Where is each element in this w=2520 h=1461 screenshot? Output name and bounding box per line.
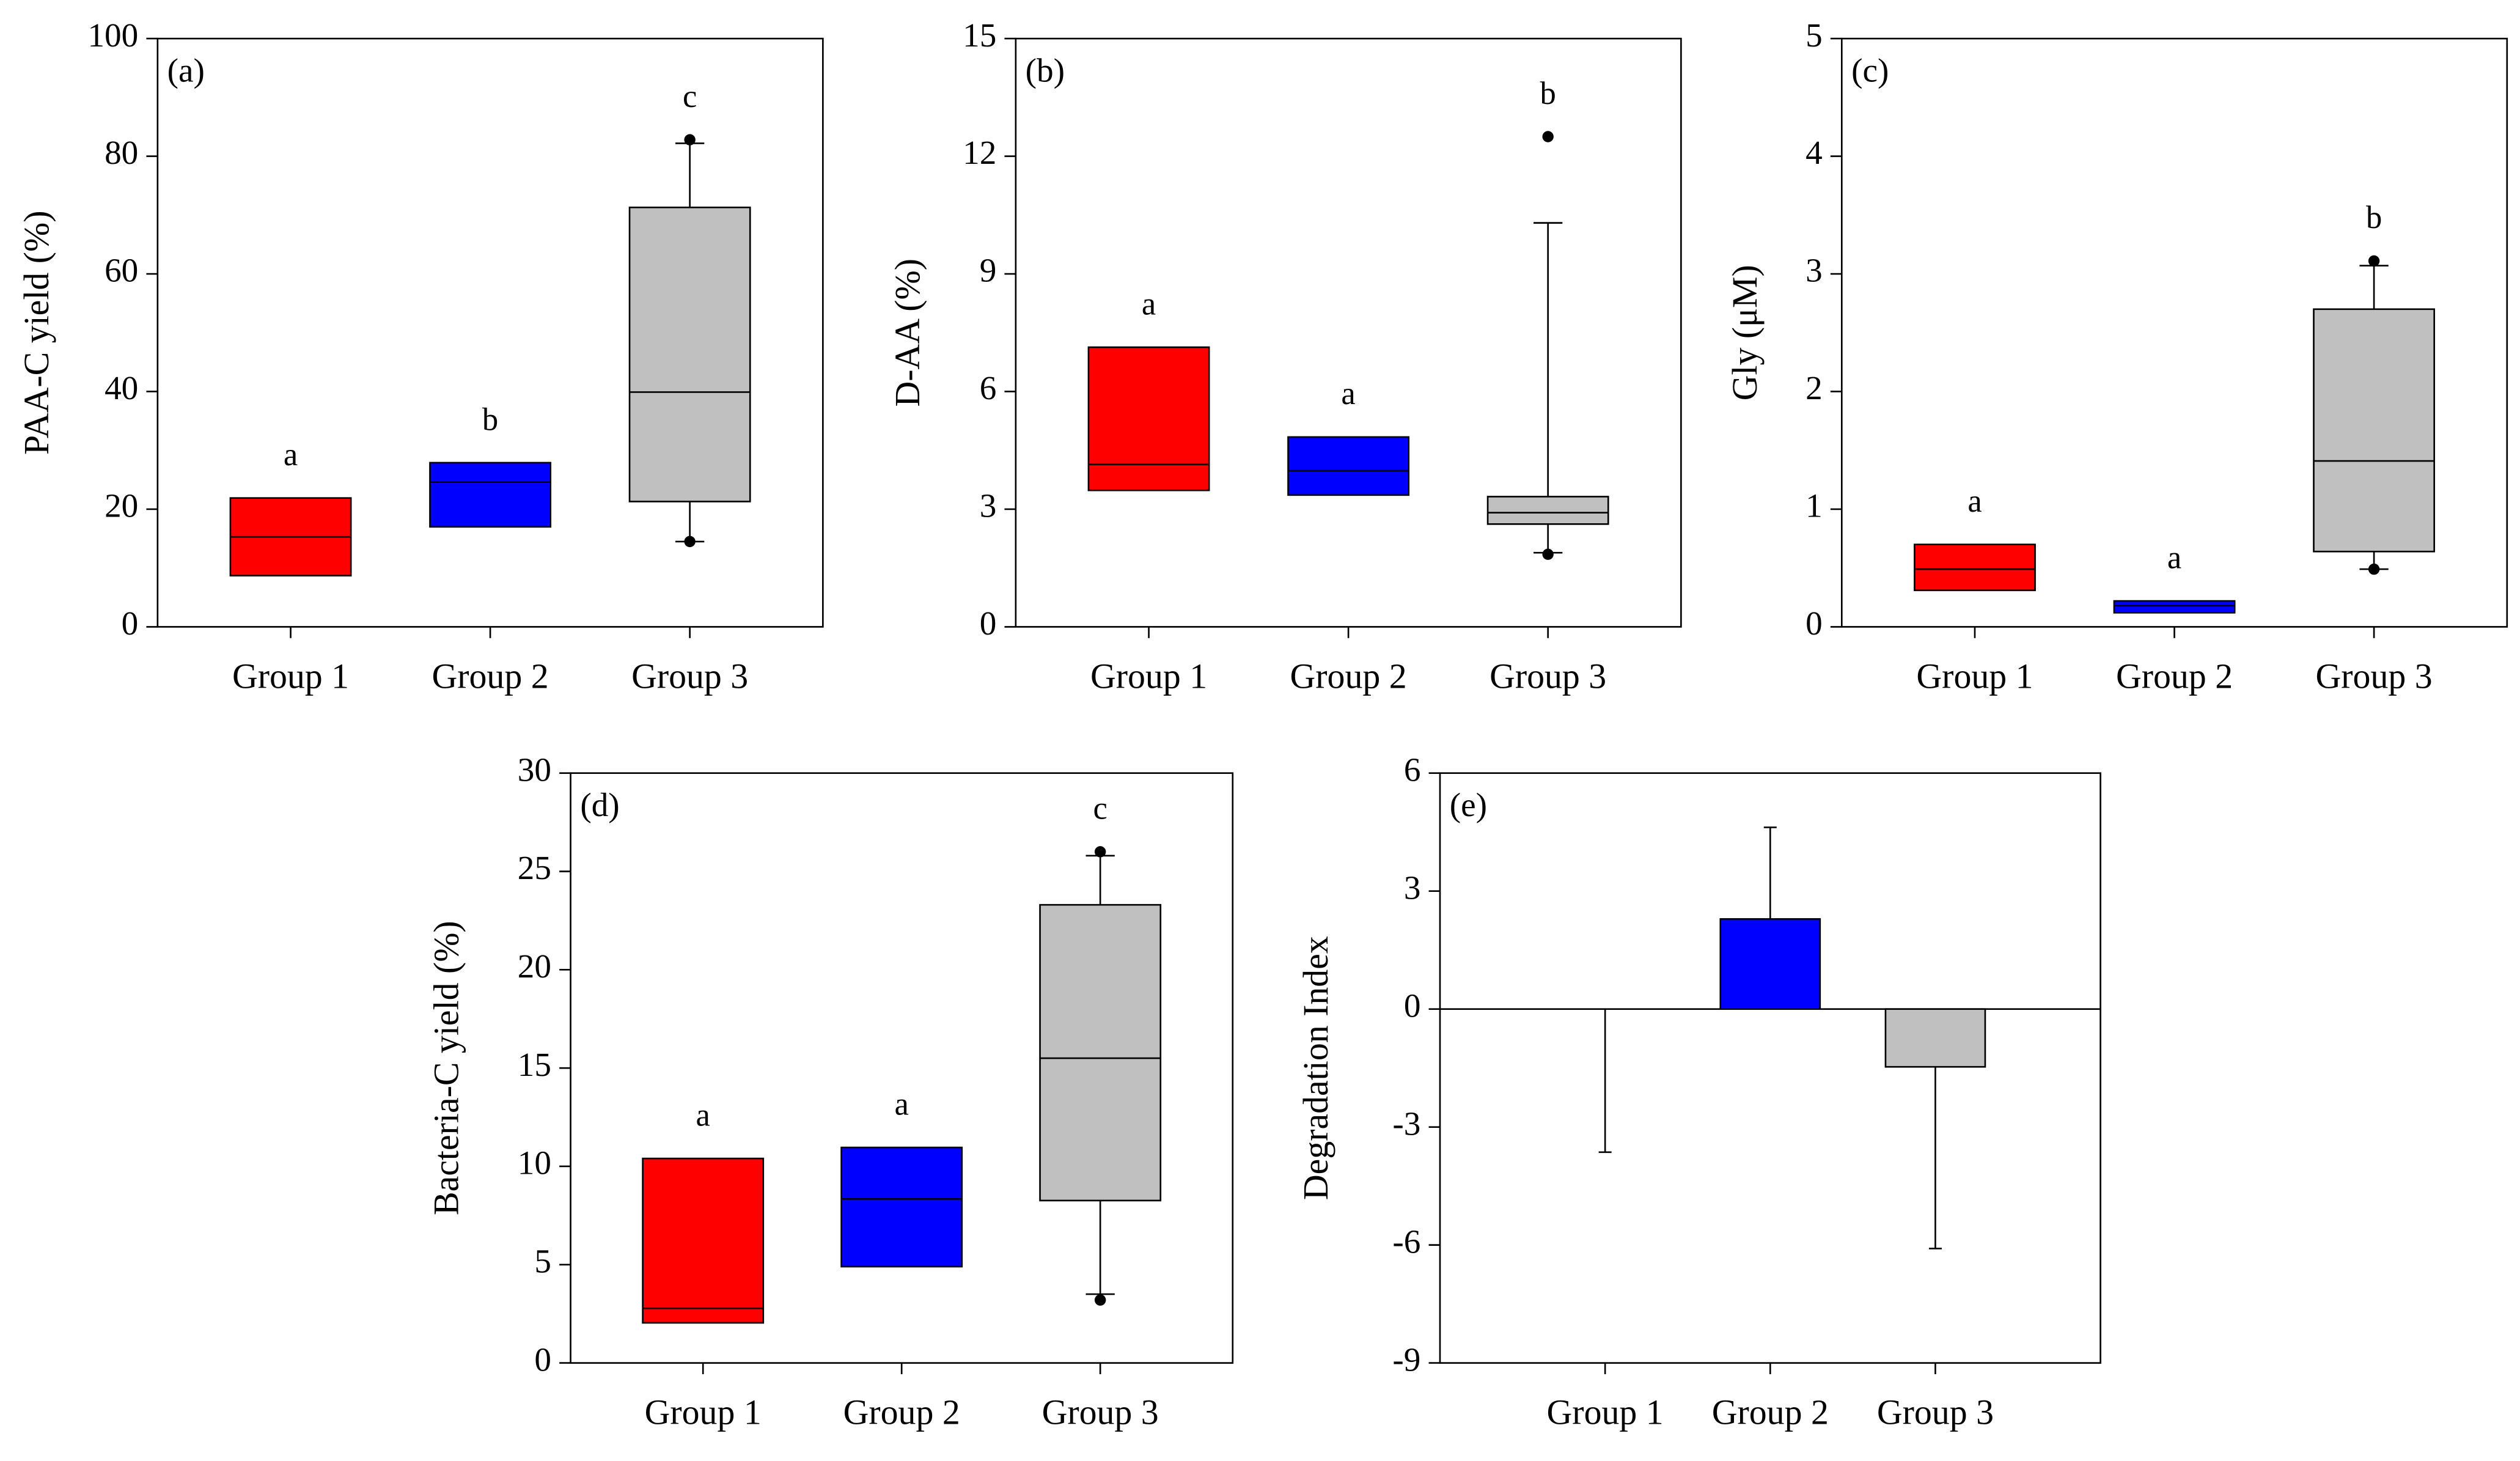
y-tick-label: 20 bbox=[518, 948, 551, 985]
y-tick-label: 20 bbox=[105, 487, 138, 524]
y-axis-label: D-AA (%) bbox=[887, 259, 927, 407]
box bbox=[2313, 308, 2436, 553]
y-tick-label: 30 bbox=[518, 751, 551, 788]
box bbox=[840, 1146, 963, 1268]
outlier bbox=[684, 134, 696, 145]
outlier bbox=[1542, 131, 1554, 142]
outlier bbox=[684, 535, 696, 548]
bar bbox=[1719, 918, 1821, 1010]
panel-label: (b) bbox=[1026, 52, 1065, 89]
y-tick-label: 40 bbox=[105, 369, 138, 407]
y-tick-label: -3 bbox=[1392, 1105, 1420, 1142]
y-axis-label: Bacteria-C yield (%) bbox=[427, 921, 466, 1215]
x-tick-label: Group 3 bbox=[1490, 656, 1606, 696]
y-tick-label: 12 bbox=[963, 134, 996, 171]
outlier bbox=[1542, 548, 1554, 560]
y-tick-label: 25 bbox=[518, 849, 551, 886]
x-tick-label: Group 3 bbox=[631, 656, 748, 696]
group-letter: a bbox=[2167, 540, 2181, 575]
x-tick-label: Group 1 bbox=[1547, 1393, 1664, 1432]
y-tick-label: 5 bbox=[1806, 17, 1823, 54]
box bbox=[1486, 496, 1609, 525]
group-letter: a bbox=[1967, 484, 1982, 519]
box bbox=[628, 206, 751, 502]
y-tick-label: 0 bbox=[1806, 605, 1823, 642]
panel: (b) D-AA (%) 0 3 6 9 12 15 Group 1 Group 2 Group 3… bbox=[887, 17, 1682, 696]
group-letter: a bbox=[696, 1097, 710, 1133]
y-tick-label: 0 bbox=[980, 605, 997, 642]
box bbox=[1039, 903, 1162, 1202]
y-axis-label: Degradation Index bbox=[1296, 936, 1335, 1200]
group-letter: b bbox=[1540, 76, 1556, 111]
y-tick-label: 60 bbox=[105, 252, 138, 289]
y-tick-label: 15 bbox=[518, 1046, 551, 1083]
y-tick-label: 3 bbox=[980, 487, 997, 524]
group-letter: a bbox=[1142, 286, 1156, 322]
y-tick-label: 5 bbox=[534, 1242, 551, 1279]
y-tick-label: 15 bbox=[963, 17, 996, 54]
box bbox=[2113, 600, 2236, 614]
plot-frame bbox=[1015, 37, 1682, 628]
panel-label: (e) bbox=[1450, 786, 1487, 823]
x-tick-label: Group 2 bbox=[1712, 1393, 1829, 1432]
x-tick-label: Group 1 bbox=[232, 656, 349, 696]
y-tick-label: 1 bbox=[1806, 487, 1823, 524]
y-tick-label: 0 bbox=[1404, 987, 1421, 1024]
y-tick-label: 10 bbox=[518, 1144, 551, 1182]
panel-label: (c) bbox=[1851, 52, 1889, 89]
panel: (a) PAA-C yield (%) 0 20 40 60 80 100 Group 1 Gro… bbox=[17, 17, 824, 696]
group-letter: a bbox=[895, 1086, 909, 1122]
panel: (d) Bacteria-C yield (%) 0 5 10 15 20 25 30 Group… bbox=[427, 751, 1234, 1432]
x-tick-label: Group 1 bbox=[1090, 656, 1207, 696]
panel-label: (d) bbox=[580, 786, 619, 823]
y-tick-label: 6 bbox=[1404, 751, 1421, 788]
x-tick-label: Group 2 bbox=[843, 1393, 960, 1432]
y-tick-label: 6 bbox=[980, 369, 997, 407]
group-letter: b bbox=[2366, 200, 2382, 235]
group-letter: c bbox=[683, 79, 697, 114]
y-tick-label: 2 bbox=[1806, 369, 1823, 407]
outlier bbox=[2368, 255, 2380, 267]
outlier bbox=[2368, 563, 2380, 575]
group-letter: b bbox=[482, 402, 498, 437]
y-axis-label: Gly (μM) bbox=[1725, 265, 1765, 400]
y-tick-label: 0 bbox=[122, 605, 139, 642]
x-tick-label: Group 1 bbox=[645, 1393, 762, 1432]
x-tick-label: Group 1 bbox=[1916, 656, 2033, 696]
y-tick-label: 3 bbox=[1404, 869, 1421, 906]
y-tick-label: 4 bbox=[1806, 134, 1823, 171]
y-tick-label: 3 bbox=[1806, 252, 1823, 289]
x-tick-label: Group 3 bbox=[2316, 656, 2433, 696]
y-tick-label: -6 bbox=[1392, 1223, 1420, 1260]
box bbox=[1087, 346, 1210, 491]
bar bbox=[1884, 1008, 1986, 1068]
panel: (e) Degradation Index -9 -6 -3 0 3 6 Group 1 Grou… bbox=[1296, 751, 2101, 1432]
box bbox=[1287, 436, 1410, 496]
group-letter: a bbox=[1341, 376, 1355, 411]
panel-label: (a) bbox=[167, 52, 205, 89]
y-tick-label: -9 bbox=[1392, 1341, 1420, 1378]
box bbox=[429, 462, 551, 528]
y-tick-label: 0 bbox=[534, 1341, 551, 1378]
x-tick-label: Group 2 bbox=[432, 656, 549, 696]
y-tick-label: 9 bbox=[980, 252, 997, 289]
y-axis-label: PAA-C yield (%) bbox=[17, 211, 56, 455]
x-tick-label: Group 2 bbox=[1290, 656, 1407, 696]
y-tick-label: 100 bbox=[87, 17, 138, 54]
x-tick-label: Group 3 bbox=[1877, 1393, 1994, 1432]
panel: (c) Gly (μM) 0 1 2 3 4 5 Group 1 Group 2 Group 3 a a… bbox=[1725, 17, 2508, 696]
x-tick-label: Group 2 bbox=[2116, 656, 2233, 696]
x-tick-label: Group 3 bbox=[1042, 1393, 1159, 1432]
outlier bbox=[1094, 1294, 1106, 1306]
group-letter: c bbox=[1093, 791, 1107, 826]
y-tick-label: 80 bbox=[105, 134, 138, 171]
box bbox=[642, 1157, 765, 1324]
group-letter: a bbox=[284, 437, 298, 473]
outlier bbox=[1094, 846, 1106, 858]
box bbox=[1914, 543, 2036, 592]
